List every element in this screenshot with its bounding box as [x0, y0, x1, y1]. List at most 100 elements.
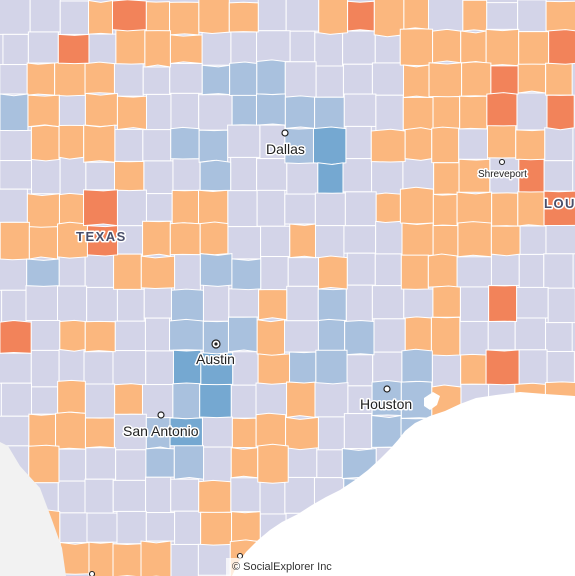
county-shape[interactable]	[88, 0, 114, 35]
county-shape[interactable]	[84, 320, 116, 353]
county-shape[interactable]	[116, 95, 147, 131]
county-shape[interactable]	[143, 160, 174, 195]
county-shape[interactable]	[257, 353, 291, 385]
city-dallas[interactable]: Dallas	[265, 129, 306, 159]
county-shape[interactable]	[289, 351, 317, 384]
county-shape[interactable]	[316, 449, 343, 479]
county-shape[interactable]	[346, 252, 376, 286]
county-shape[interactable]	[84, 417, 115, 449]
county-shape[interactable]	[403, 0, 430, 30]
county-shape[interactable]	[488, 284, 518, 322]
county-shape[interactable]	[170, 126, 200, 160]
county-shape[interactable]	[115, 449, 147, 481]
county-shape[interactable]	[284, 193, 316, 225]
county-shape[interactable]	[543, 160, 574, 192]
county-shape[interactable]	[2, 33, 29, 66]
county-shape[interactable]	[399, 28, 434, 67]
county-shape[interactable]	[173, 443, 205, 480]
county-shape[interactable]	[86, 512, 118, 543]
county-shape[interactable]	[257, 0, 287, 32]
county-shape[interactable]	[518, 253, 545, 288]
county-shape[interactable]	[112, 350, 147, 386]
map-attribution[interactable]: © SocialExplorer Inc	[226, 558, 338, 576]
county-shape[interactable]	[57, 379, 86, 414]
county-shape[interactable]	[430, 316, 461, 357]
county-shape[interactable]	[170, 543, 199, 576]
county-shape[interactable]	[85, 447, 117, 480]
county-shape[interactable]	[169, 34, 203, 65]
county-shape[interactable]	[199, 159, 232, 192]
county-shape[interactable]	[258, 288, 288, 321]
county-shape[interactable]	[0, 93, 29, 132]
county-shape[interactable]	[143, 287, 172, 319]
county-shape[interactable]	[202, 284, 230, 322]
county-shape[interactable]	[198, 0, 230, 35]
county-shape[interactable]	[401, 222, 434, 257]
county-shape[interactable]	[255, 382, 288, 416]
county-shape[interactable]	[546, 94, 575, 131]
county-shape[interactable]	[28, 444, 60, 484]
county-shape[interactable]	[286, 381, 316, 418]
county-shape[interactable]	[172, 158, 201, 191]
county-shape[interactable]	[486, 92, 518, 127]
county-shape[interactable]	[514, 317, 547, 351]
county-shape[interactable]	[26, 193, 60, 229]
county-shape[interactable]	[202, 320, 229, 355]
county-shape[interactable]	[459, 95, 488, 130]
county-shape[interactable]	[462, 0, 488, 32]
county-shape[interactable]	[145, 350, 174, 386]
county-shape[interactable]	[456, 191, 493, 225]
county-shape[interactable]	[145, 93, 172, 131]
county-shape[interactable]	[170, 92, 200, 130]
county-shape[interactable]	[231, 511, 261, 543]
county-shape[interactable]	[88, 541, 114, 576]
county-shape[interactable]	[256, 158, 288, 191]
county-shape[interactable]	[373, 0, 405, 38]
county-shape[interactable]	[545, 322, 573, 352]
county-shape[interactable]	[140, 540, 172, 576]
county-shape[interactable]	[112, 543, 142, 576]
county-shape[interactable]	[516, 92, 548, 131]
county-shape[interactable]	[142, 66, 171, 95]
county-shape[interactable]	[203, 446, 232, 483]
county-shape[interactable]	[86, 225, 119, 257]
county-shape[interactable]	[0, 129, 32, 162]
county-shape[interactable]	[230, 477, 261, 513]
county-shape[interactable]	[515, 129, 546, 162]
county-shape[interactable]	[256, 319, 286, 357]
county-shape[interactable]	[314, 382, 349, 418]
county-shape[interactable]	[374, 253, 402, 287]
county-shape[interactable]	[198, 129, 229, 163]
city-shreveport[interactable]: Shreveport	[477, 158, 529, 182]
county-shape[interactable]	[172, 381, 201, 420]
county-shape[interactable]	[375, 94, 404, 132]
county-shape[interactable]	[461, 61, 492, 97]
county-shape[interactable]	[145, 193, 173, 222]
county-shape[interactable]	[491, 192, 519, 227]
county-shape[interactable]	[170, 478, 200, 512]
county-shape[interactable]	[116, 288, 145, 322]
county-shape[interactable]	[144, 317, 171, 352]
county-shape[interactable]	[318, 0, 349, 35]
county-shape[interactable]	[460, 353, 487, 385]
county-shape[interactable]	[548, 29, 575, 65]
county-shape[interactable]	[486, 123, 517, 159]
county-shape[interactable]	[428, 62, 463, 98]
county-shape[interactable]	[199, 383, 232, 419]
county-shape[interactable]	[255, 93, 286, 126]
county-shape[interactable]	[343, 93, 377, 127]
county-shape[interactable]	[343, 225, 377, 254]
county-shape[interactable]	[230, 31, 258, 64]
county-shape[interactable]	[59, 0, 90, 35]
county-shape[interactable]	[342, 158, 373, 193]
county-shape[interactable]	[372, 351, 403, 383]
county-shape[interactable]	[432, 193, 458, 227]
county-shape[interactable]	[314, 192, 346, 227]
county-shape[interactable]	[83, 124, 116, 163]
county-shape[interactable]	[227, 316, 258, 353]
county-shape[interactable]	[28, 226, 58, 260]
county-shape[interactable]	[145, 1, 171, 34]
county-shape[interactable]	[86, 286, 118, 323]
county-shape[interactable]	[29, 0, 61, 33]
county-shape[interactable]	[169, 417, 203, 447]
